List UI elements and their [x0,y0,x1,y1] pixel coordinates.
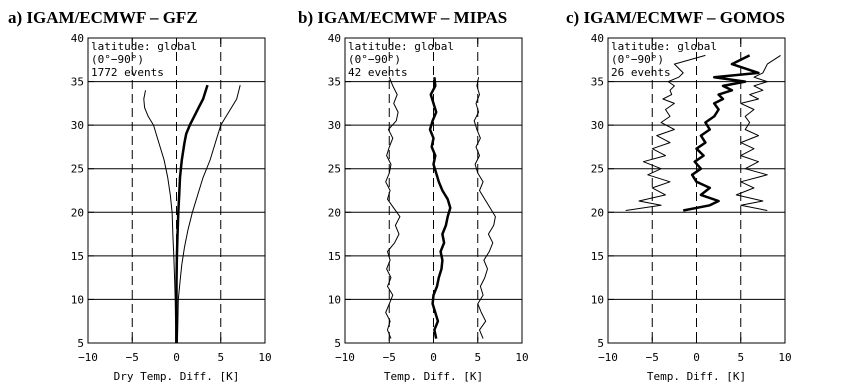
annotation-text: latitude: global [91,40,197,53]
y-tick-label: 30 [328,119,341,132]
series-line [625,54,706,211]
x-tick-label: −5 [646,351,659,364]
y-tick-label: 5 [334,337,341,350]
y-tick-label: 25 [591,163,604,176]
y-tick-label: 10 [71,293,84,306]
y-tick-label: 40 [71,32,84,45]
annotation-text: (0°−90°) [611,53,664,66]
panel-b: b) IGAM/ECMWF – MIPAS −10 −5 0 5 10 5 10 15 20 25 3… [298,8,529,383]
x-tick-label: −10 [598,351,618,364]
x-axis-label: Dry Temp. Diff. [K] [114,370,240,383]
panel-c: c) IGAM/ECMWF – GOMOS −10 −5 0 5 10 5 10 15 20 25 3… [566,8,792,383]
y-tick-label: 15 [71,250,84,263]
y-tick-label: 15 [591,250,604,263]
series-line [473,77,496,339]
annotation-text: (0°−90°) [91,53,144,66]
series-line [735,54,781,211]
series-line [175,84,209,343]
annotation-text: (0°−90°) [348,53,401,66]
y-tick-label: 35 [71,76,84,89]
panel-a: a) IGAM/ECMWF – GFZ −10 −5 0 5 10 5 10 15 20 25 30 3… [8,8,272,383]
y-tick-label: 10 [591,293,604,306]
y-tick-label: 20 [71,206,84,219]
x-tick-label: −5 [126,351,139,364]
y-tick-label: 30 [71,119,84,132]
x-tick-label: −10 [335,351,355,364]
x-tick-label: 0 [173,351,180,364]
y-tick-label: 5 [597,337,604,350]
x-tick-label: 5 [737,351,744,364]
y-tick-label: 30 [591,119,604,132]
y-tick-label: 25 [71,163,84,176]
y-tick-label: 20 [328,206,341,219]
series-line [385,77,401,339]
panel-title: a) IGAM/ECMWF – GFZ [8,8,198,27]
y-tick-label: 35 [328,76,341,89]
x-tick-label: 0 [430,351,437,364]
x-tick-label: 10 [258,351,271,364]
y-tick-label: 40 [591,32,604,45]
y-tick-label: 5 [77,337,84,350]
x-axis-label: Temp. Diff. [K] [647,370,746,383]
panel-title: c) IGAM/ECMWF – GOMOS [566,8,785,27]
annotation-text: 1772 events [91,66,164,79]
x-tick-label: −5 [383,351,396,364]
x-tick-label: −10 [78,351,98,364]
x-tick-label: 10 [778,351,791,364]
annotation-text: 42 events [348,66,408,79]
x-axis-label: Temp. Diff. [K] [384,370,483,383]
x-tick-label: 5 [217,351,224,364]
series-line [682,54,760,212]
series-line [176,84,241,344]
panel-title: b) IGAM/ECMWF – MIPAS [298,8,507,27]
x-tick-label: 0 [693,351,700,364]
series-line [143,90,177,343]
y-tick-label: 40 [328,32,341,45]
series-line [428,77,452,339]
y-tick-label: 20 [591,206,604,219]
annotation-text: latitude: global [348,40,454,53]
y-tick-label: 10 [328,293,341,306]
x-tick-label: 5 [474,351,481,364]
x-tick-label: 10 [515,351,528,364]
annotation-text: 26 events [611,66,671,79]
y-tick-label: 15 [328,250,341,263]
y-tick-label: 25 [328,163,341,176]
y-tick-label: 35 [591,76,604,89]
annotation-text: latitude: global [611,40,717,53]
